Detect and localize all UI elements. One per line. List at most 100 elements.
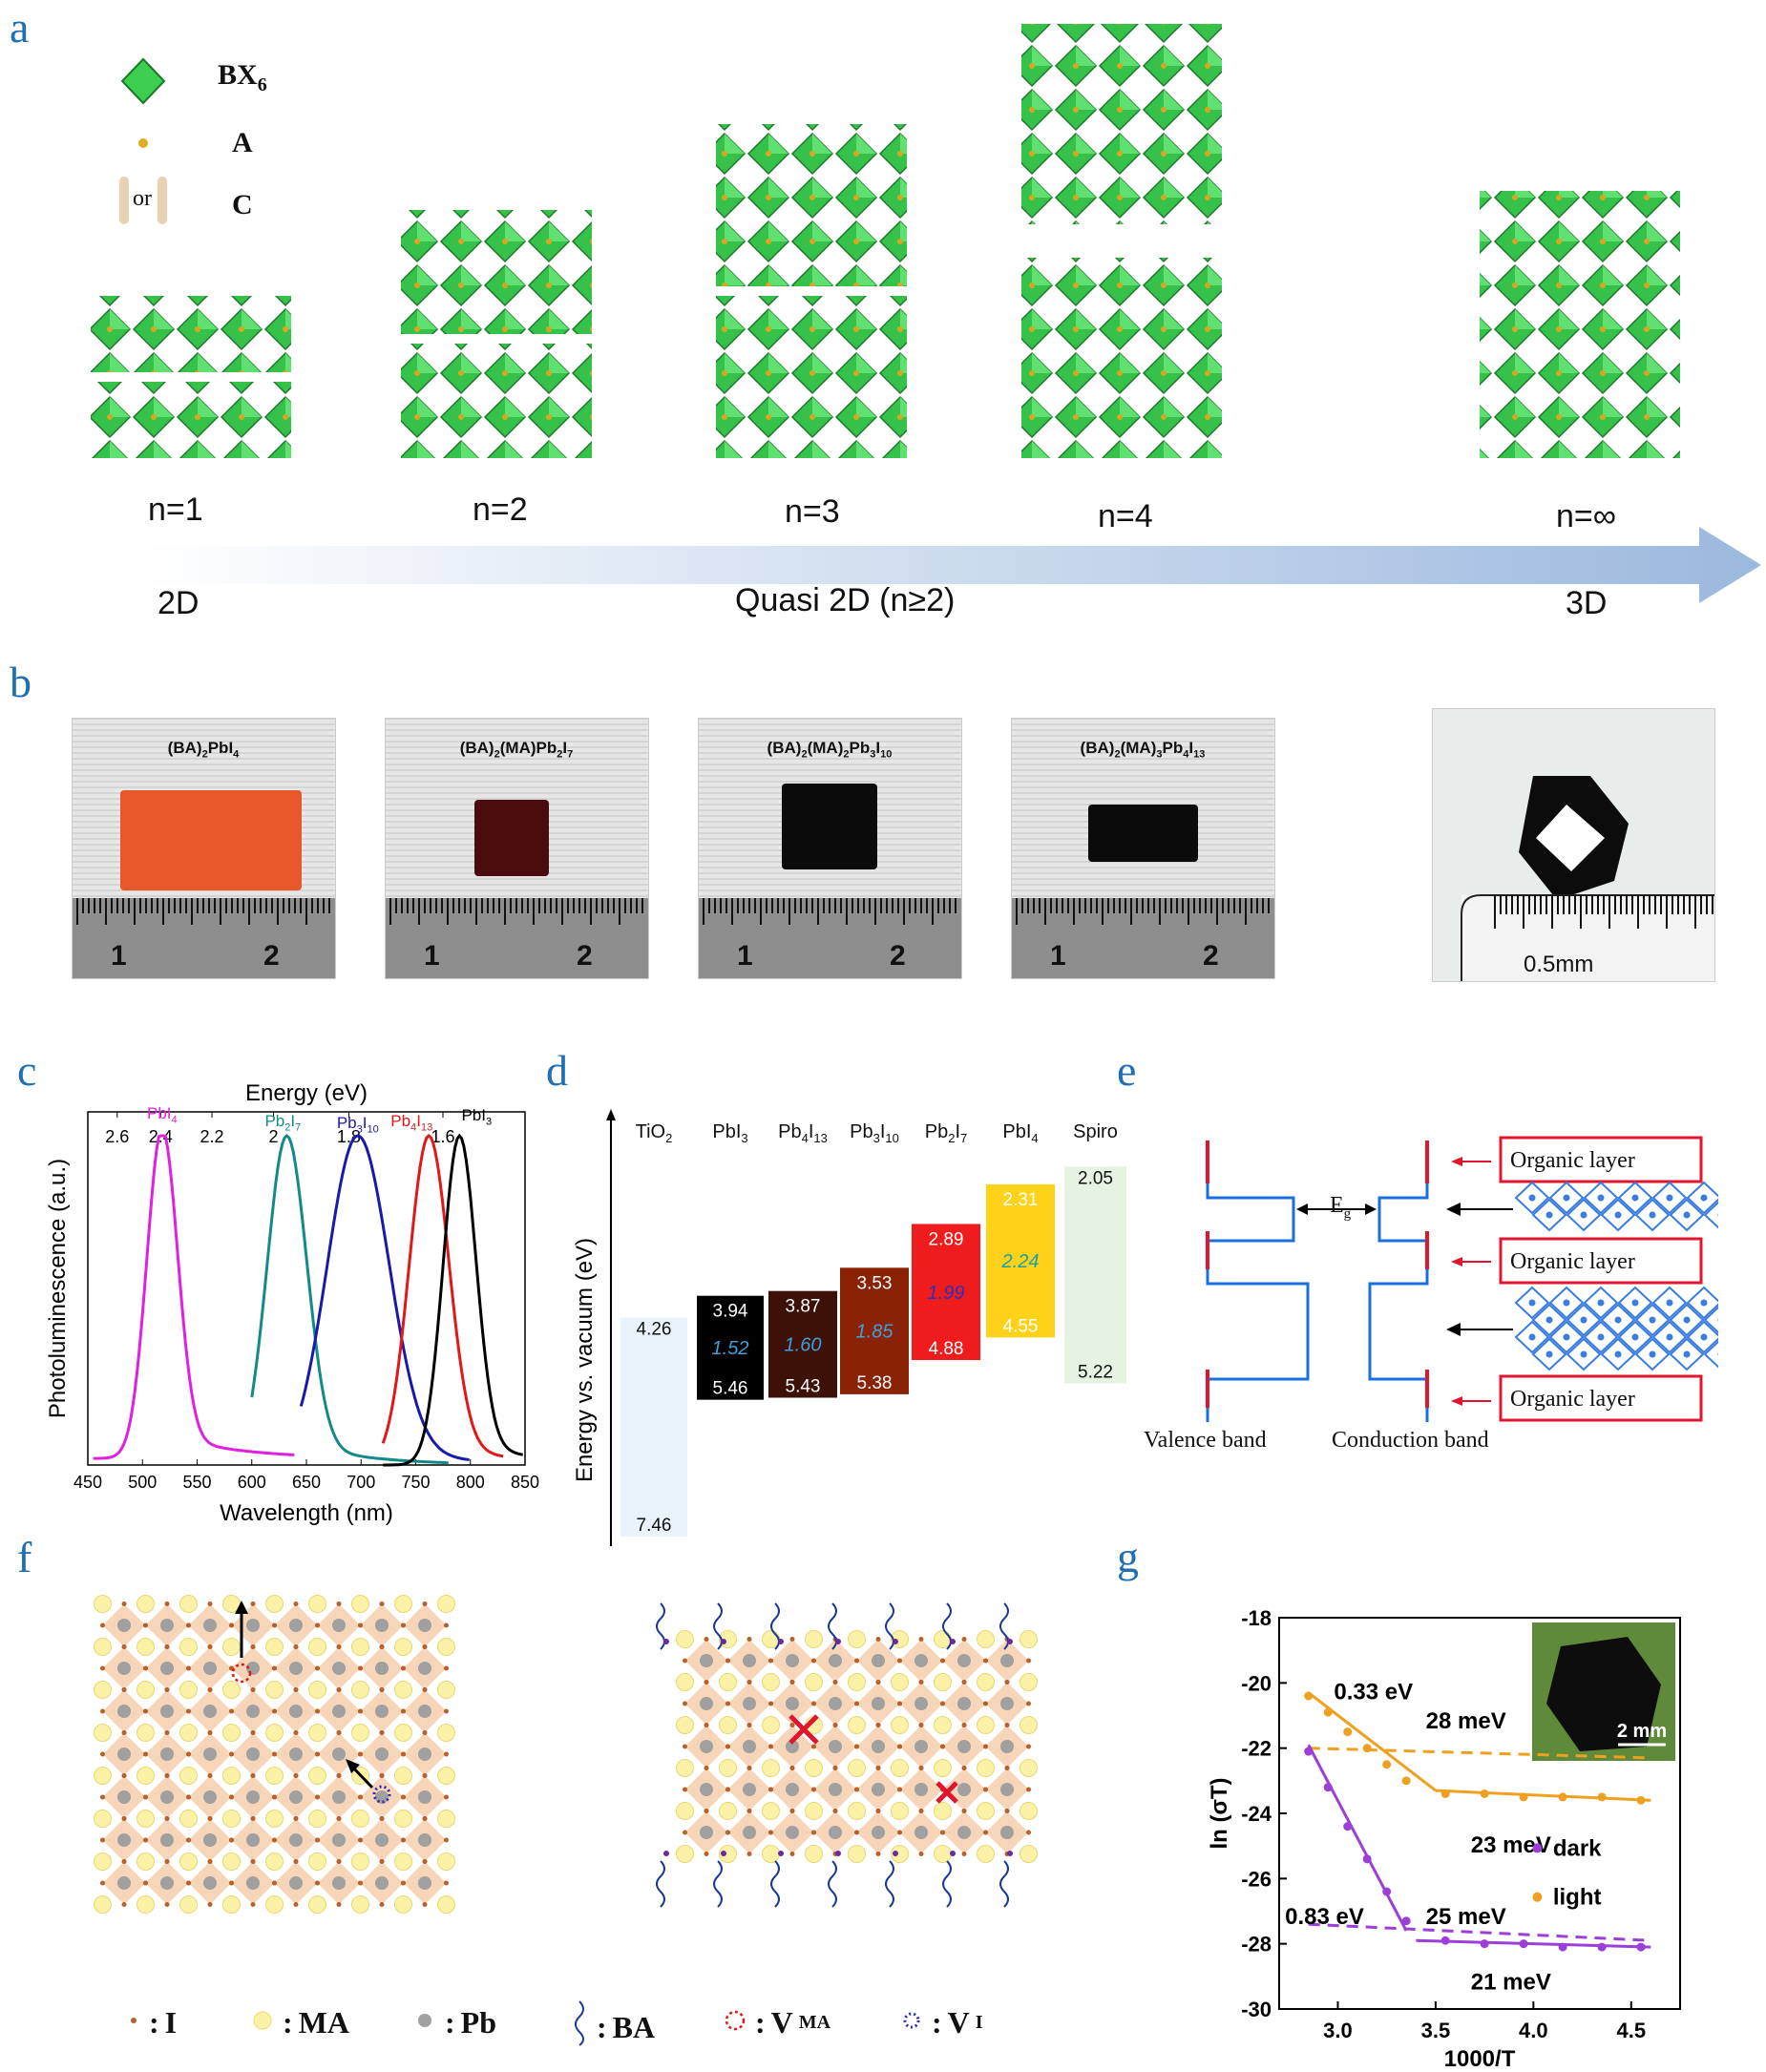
y-tick-label: -20 xyxy=(1241,1671,1272,1695)
pb-atom xyxy=(332,1790,346,1804)
ma-cation xyxy=(222,1681,241,1699)
series-label-3: Pb3I10 xyxy=(337,1114,379,1135)
pb-atom xyxy=(375,1619,389,1632)
ma-cation xyxy=(848,1716,866,1734)
ma-cation xyxy=(676,1673,694,1691)
pb-atom xyxy=(203,1748,217,1761)
organic-layer-label-1: Organic layer xyxy=(1510,1148,1635,1173)
pb-atom xyxy=(246,1876,260,1890)
x-tick-label: 800 xyxy=(456,1473,485,1492)
pb-atom xyxy=(915,1783,928,1796)
label-3d: 3D xyxy=(1566,585,1608,621)
structure-n4 xyxy=(1021,24,1222,458)
data-point-light xyxy=(1343,1727,1353,1737)
data-point-light xyxy=(1558,1792,1567,1802)
ma-cation xyxy=(977,1759,995,1777)
ma-cation xyxy=(848,1673,866,1691)
top-axis-label: Energy (eV) xyxy=(245,1080,368,1106)
pb-atom xyxy=(829,1740,842,1753)
ma-cation xyxy=(805,1673,823,1691)
x-tick-label: 550 xyxy=(182,1473,211,1492)
ma-cation xyxy=(94,1638,112,1656)
ma-cation xyxy=(265,1681,284,1699)
data-point-dark xyxy=(1636,1942,1646,1952)
ma-cation xyxy=(394,1595,412,1613)
ma-cation xyxy=(805,1759,823,1777)
ma-cation xyxy=(676,1759,694,1777)
ma-cation xyxy=(437,1724,455,1742)
panel-a-figure xyxy=(91,24,1761,603)
band-gap-value-2: 1.52 xyxy=(712,1338,749,1359)
pb-atom xyxy=(872,1654,885,1667)
band-gap-value-4: 1.85 xyxy=(856,1322,894,1343)
band-top-value-7: 2.05 xyxy=(1078,1168,1113,1188)
ma-cation xyxy=(265,1852,284,1871)
x-tick-label: 4.5 xyxy=(1616,2019,1646,2042)
band-column-label-4: Pb3I10 xyxy=(850,1121,899,1145)
ma-cation xyxy=(222,1724,241,1742)
pb-atom xyxy=(160,1662,174,1675)
x-tick-label: 600 xyxy=(238,1473,266,1492)
top-tick-label: 2 xyxy=(269,1127,279,1146)
pb-atom xyxy=(117,1790,131,1804)
ma-cation xyxy=(137,1852,155,1871)
data-point-light xyxy=(1401,1776,1411,1786)
pb-atom xyxy=(1000,1826,1014,1839)
pb-atom xyxy=(418,1790,431,1804)
series-label-5: PbI3 xyxy=(461,1106,492,1127)
structure-label-n1: n=1 xyxy=(148,492,203,528)
ma-cation xyxy=(934,1845,952,1863)
ma-cation xyxy=(394,1724,412,1742)
ma-cation xyxy=(351,1724,369,1742)
ruler-label-2: 2 xyxy=(890,940,906,972)
ma-cation xyxy=(394,1638,412,1656)
pb-atom xyxy=(332,1705,346,1718)
band-block-4 xyxy=(840,1267,909,1394)
inset-scale-label: 2 mm xyxy=(1617,1721,1667,1742)
pb-atom xyxy=(289,1790,303,1804)
band-top-value-4: 3.53 xyxy=(857,1273,893,1293)
band-bottom-value-1: 7.46 xyxy=(637,1516,672,1536)
x-tick-label: 4.0 xyxy=(1519,2019,1548,2042)
ma-cation xyxy=(179,1895,198,1914)
annotation-label-1: 0.33 eV xyxy=(1334,1679,1413,1705)
ma-cation xyxy=(805,1845,823,1863)
x-tick-label: 700 xyxy=(347,1473,375,1492)
sample-photo-2: (BA)2(MA)Pb2I7 1 2 xyxy=(385,718,649,979)
ma-cation xyxy=(676,1716,694,1734)
data-point-dark xyxy=(1597,1942,1607,1952)
label-2d: 2D xyxy=(158,585,200,621)
ma-cation xyxy=(719,1802,737,1820)
pb-atom xyxy=(872,1826,885,1839)
data-point-dark xyxy=(1343,1822,1353,1831)
x-tick-label: 750 xyxy=(401,1473,430,1492)
ma-cation xyxy=(719,1845,737,1863)
data-point-light xyxy=(1480,1789,1489,1798)
pb-atom xyxy=(375,1833,389,1847)
pb-atom xyxy=(872,1740,885,1753)
legend-a-label: A xyxy=(232,127,253,158)
a-cation-icon xyxy=(138,138,148,148)
legend-label-light: light xyxy=(1553,1885,1602,1911)
ma-cation xyxy=(977,1845,995,1863)
panel-f-legend: : I: MA: Pb: BA: V MA: V I xyxy=(124,1999,1136,2057)
pl-curve-1 xyxy=(93,1134,295,1460)
organic-layer-label-2: Organic layer xyxy=(1510,1249,1635,1274)
data-point-light xyxy=(1323,1707,1333,1717)
pb-atom xyxy=(1000,1654,1014,1667)
crystal-photo-large: 0.5mm xyxy=(1432,708,1715,982)
panel-letter-d: d xyxy=(546,1046,568,1095)
ma-cation xyxy=(179,1767,198,1785)
pb-atom xyxy=(332,1619,346,1632)
pb-atom xyxy=(743,1740,756,1753)
ma-cation xyxy=(94,1895,112,1914)
legend-label-dark: dark xyxy=(1553,1835,1602,1861)
top-tick-label: 1.8 xyxy=(337,1127,361,1146)
ruler-label-1: 1 xyxy=(1050,940,1066,972)
ba-chain xyxy=(713,1860,723,1908)
legend-vi-icon xyxy=(897,1999,926,2045)
pl-curve-4 xyxy=(381,1133,504,1458)
pb-atom xyxy=(246,1833,260,1847)
pb-atom xyxy=(418,1833,431,1847)
band-top-value-5: 2.89 xyxy=(929,1229,964,1249)
